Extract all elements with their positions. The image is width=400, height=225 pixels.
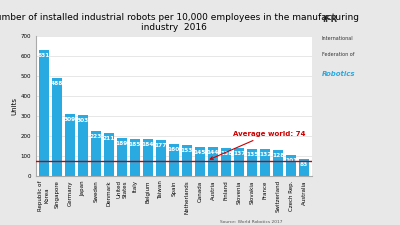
Text: 145: 145	[194, 150, 206, 155]
Text: 83: 83	[300, 162, 308, 167]
Bar	[143, 139, 153, 176]
Bar	[234, 148, 244, 176]
Bar	[247, 148, 257, 176]
Text: 211: 211	[103, 136, 115, 142]
Text: 488: 488	[51, 81, 63, 86]
Text: 144: 144	[207, 150, 219, 155]
Bar	[286, 155, 296, 176]
Bar	[65, 114, 75, 176]
Text: 101: 101	[285, 158, 297, 163]
Bar	[78, 115, 88, 176]
Text: 128: 128	[272, 153, 284, 158]
Text: 184: 184	[142, 142, 154, 147]
Bar	[169, 144, 179, 176]
Text: Average world: 74: Average world: 74	[210, 131, 305, 159]
Bar	[39, 50, 49, 176]
Bar	[52, 78, 62, 176]
Text: 189: 189	[116, 141, 128, 146]
Y-axis label: Units: Units	[12, 97, 18, 115]
Text: 135: 135	[246, 152, 258, 157]
Bar	[273, 150, 283, 176]
Text: Robotics: Robotics	[322, 72, 356, 77]
Bar	[299, 159, 309, 176]
Bar	[182, 145, 192, 176]
Text: 631: 631	[38, 53, 50, 58]
Text: Source: World Robotics 2017: Source: World Robotics 2017	[220, 220, 282, 224]
Text: 153: 153	[181, 148, 193, 153]
Text: 177: 177	[155, 143, 167, 148]
Text: International: International	[322, 36, 354, 41]
Text: 303: 303	[77, 118, 89, 123]
Text: 138: 138	[220, 151, 232, 156]
Bar	[260, 149, 270, 176]
Text: 309: 309	[64, 117, 76, 122]
Bar	[208, 147, 218, 176]
Bar	[221, 148, 231, 176]
Text: 160: 160	[168, 147, 180, 152]
Bar	[91, 131, 101, 176]
Text: IFR: IFR	[322, 16, 337, 25]
Bar	[156, 140, 166, 176]
Title: Number of installed industrial robots per 10,000 employees in the manufacturing
: Number of installed industrial robots pe…	[0, 13, 359, 32]
Bar	[195, 147, 205, 176]
Text: 132: 132	[259, 152, 271, 157]
Text: 223: 223	[90, 134, 102, 139]
Text: Federation of: Federation of	[322, 52, 354, 57]
Bar	[104, 133, 114, 176]
Bar	[117, 138, 127, 176]
Bar	[130, 139, 140, 176]
Text: 137: 137	[233, 151, 245, 156]
Text: 185: 185	[129, 142, 141, 147]
